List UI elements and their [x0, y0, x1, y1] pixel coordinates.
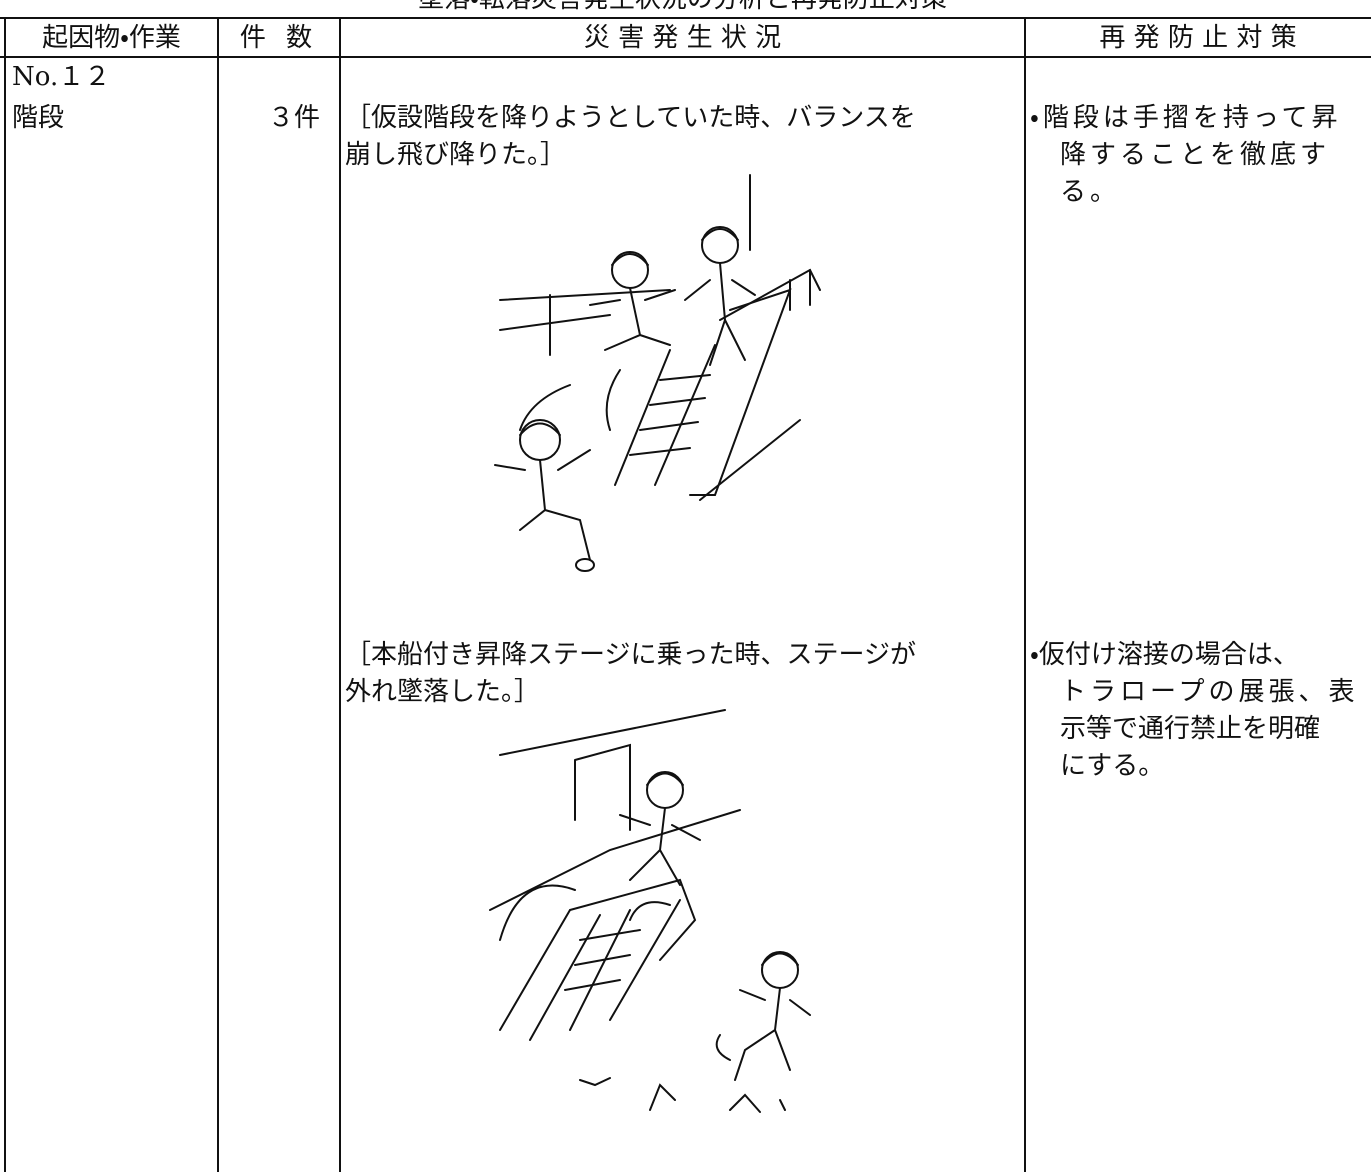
situation-line: 崩し飛び降りた。］ [345, 140, 567, 170]
column-header: 再 発 防 止 対 策 [1099, 23, 1297, 53]
countermeasure-line: ・階段は手摺を持って昇 [1030, 103, 1342, 133]
page-title: 墜落・転落災害発生状況の分析と再発防止対策 [340, 0, 1025, 14]
count: ３件 [268, 103, 321, 133]
situation-line: 外れ墜落した。］ [345, 677, 541, 707]
cause-number: No.１２ [12, 62, 111, 92]
column-header: 災 害 発 生 状 況 [583, 23, 782, 53]
column-header: 件 数 [239, 23, 319, 53]
column-header: 起因物・作業 [42, 23, 181, 53]
countermeasure-line: にする。 [1060, 751, 1165, 781]
situation-line: ［本船付き昇降ステージに乗った時、ステージが [345, 640, 916, 670]
countermeasure-line: ・仮付け溶接の場合は、 [1030, 640, 1299, 670]
illustration-stairs-fall [494, 174, 821, 572]
countermeasure-line: トラロープの展張、表 [1060, 677, 1359, 707]
countermeasure-line: る。 [1060, 177, 1121, 207]
situation-line: ［仮設階段を降りようとしていた時、バランスを [345, 103, 916, 133]
countermeasure-line: 示等で通行禁止を明確 [1060, 714, 1321, 744]
cause-name: 階段 [12, 103, 65, 133]
countermeasure-line: 降することを徹底す [1060, 140, 1331, 170]
illustration-stage-fall [489, 709, 811, 1113]
